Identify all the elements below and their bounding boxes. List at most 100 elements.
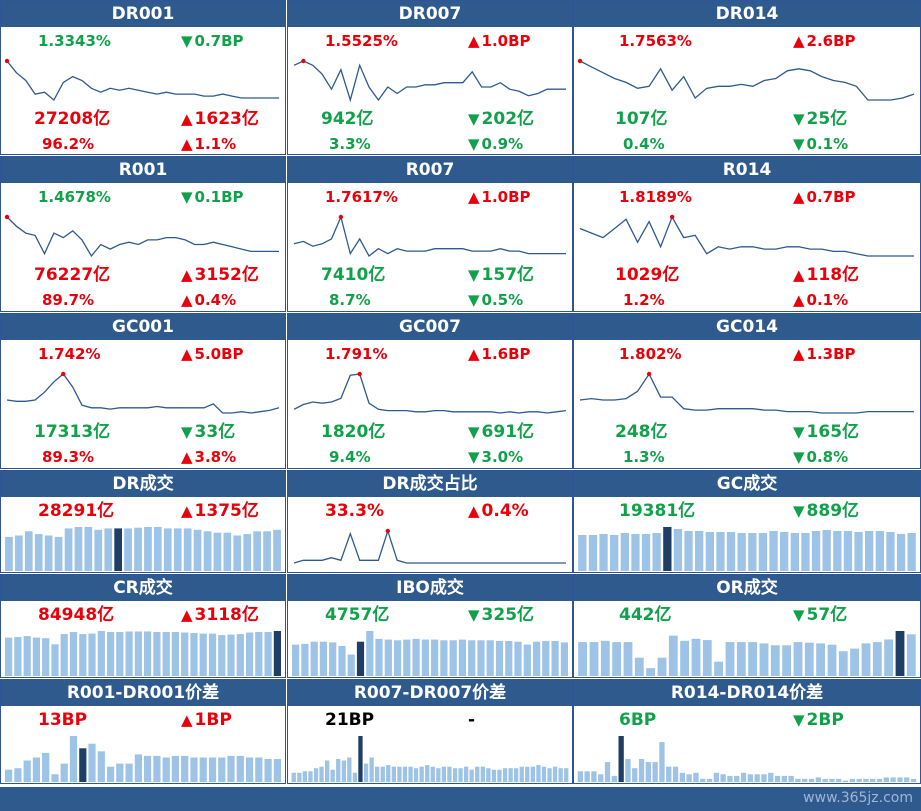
bar <box>865 531 874 571</box>
r1-left-value: 84948亿 <box>38 607 114 624</box>
r1-right-value: ▲ 1BP <box>181 712 232 729</box>
triangle-up-icon: ▲ <box>181 266 193 284</box>
bar <box>514 641 522 676</box>
r1-right-value: ▼ 889亿 <box>793 503 859 520</box>
r2-left-text: 17313亿 <box>34 422 111 442</box>
bar <box>876 778 883 782</box>
bar <box>397 766 402 782</box>
bar <box>144 755 152 782</box>
triangle-down-icon: ▼ <box>181 423 193 441</box>
bar <box>552 766 558 782</box>
data-point-marker <box>357 371 362 377</box>
r3-right-value: ▼ 0.8% <box>793 450 848 465</box>
bar <box>88 743 96 782</box>
bar <box>804 642 814 676</box>
r1-left-text: 1.791% <box>325 345 388 363</box>
bar-chart <box>291 736 569 782</box>
r3-right-value: ▲ 0.1% <box>793 293 848 308</box>
r1-right-value: ▲ 1.6BP <box>468 347 531 362</box>
r2-right-value: ▲ 3152亿 <box>181 267 259 284</box>
panel-title: CR成交 <box>1 575 285 601</box>
bar <box>863 778 869 782</box>
r2-right-value: ▼ 691亿 <box>468 424 534 441</box>
bar <box>469 769 474 782</box>
r2-left-text: 107亿 <box>615 109 668 129</box>
line-chart <box>579 214 914 257</box>
r2-left-value: 107亿 <box>615 111 668 128</box>
bar <box>301 643 309 676</box>
r1-right-value: - <box>468 712 475 729</box>
bar <box>895 631 905 676</box>
bar <box>558 768 563 782</box>
r3-right-text: 1.1% <box>194 135 237 153</box>
r2-left-text: 1029亿 <box>615 265 680 285</box>
r1-right-text: 5.0BP <box>194 345 244 363</box>
bar <box>584 771 590 782</box>
r3-left-text: 1.2% <box>623 291 665 309</box>
bar <box>861 643 871 676</box>
r2-right-text: 3152亿 <box>194 265 259 285</box>
bar <box>477 640 485 676</box>
bar <box>452 768 458 782</box>
bar <box>843 531 853 571</box>
panel-cr_vol: CR成交 84948亿 ▲ 3118亿 <box>0 574 286 678</box>
bar <box>884 639 893 676</box>
panel-title: DR014 <box>574 1 920 27</box>
bar <box>97 631 105 676</box>
bar <box>34 534 43 571</box>
bar <box>604 762 611 782</box>
bar <box>208 757 217 782</box>
r2-left-text: 942亿 <box>321 109 374 129</box>
bar <box>352 772 358 782</box>
r3-left-text: 96.2% <box>42 135 95 153</box>
bar <box>793 642 803 676</box>
r3-left-text: 3.3% <box>329 135 371 153</box>
bar <box>310 641 318 676</box>
r1-left-text: 33.3% <box>325 501 384 521</box>
bar <box>329 642 337 676</box>
panel-r007_spread: R007-DR007价差 21BP - <box>287 679 573 784</box>
triangle-up-icon: ▲ <box>181 291 193 309</box>
bar-chart <box>578 527 916 571</box>
bar <box>264 759 272 782</box>
bar <box>356 641 365 676</box>
bar <box>391 766 396 782</box>
bar <box>419 766 424 782</box>
triangle-up-icon: ▲ <box>468 502 480 520</box>
bar <box>591 771 597 782</box>
bar <box>190 757 198 782</box>
data-point-marker <box>301 58 306 64</box>
panel-title: R001 <box>1 157 285 183</box>
bar <box>227 755 235 782</box>
bar <box>495 641 504 676</box>
r1-left-value: 21BP <box>325 712 374 729</box>
bar <box>253 531 261 571</box>
panel-dr007: DR007 1.5525% ▲ 1.0BP 942亿 ▼ 202亿 3.3% ▼ 0.9% <box>287 0 573 155</box>
panel-dr014: DR014 1.7563% ▲ 2.6BP 107亿 ▼ 25亿 0.4% ▼ 0.1% <box>573 0 921 155</box>
bar <box>88 633 96 676</box>
bar <box>631 534 640 571</box>
bar <box>700 778 706 782</box>
bar <box>255 632 263 676</box>
r1-right-text: 325亿 <box>481 605 535 625</box>
r2-right-text: 165亿 <box>806 422 860 442</box>
bar <box>208 633 217 676</box>
panel-title: DR001 <box>1 1 285 27</box>
triangle-up-icon: ▲ <box>181 110 193 128</box>
triangle-up-icon: ▲ <box>793 345 805 363</box>
bar <box>875 531 884 571</box>
series-line <box>293 60 566 103</box>
bar <box>386 765 391 782</box>
bar <box>338 646 346 676</box>
r1-right-value: ▲ 1.3BP <box>793 347 856 362</box>
bar-chart <box>577 736 917 782</box>
bar <box>336 759 341 782</box>
triangle-up-icon: ▲ <box>181 606 193 624</box>
triangle-up-icon: ▲ <box>468 32 480 50</box>
bar <box>727 775 733 782</box>
bar <box>856 778 862 782</box>
r1-left-text: 6BP <box>619 710 657 730</box>
bar <box>273 529 281 571</box>
triangle-up-icon: ▲ <box>181 345 193 363</box>
bar <box>468 640 476 676</box>
